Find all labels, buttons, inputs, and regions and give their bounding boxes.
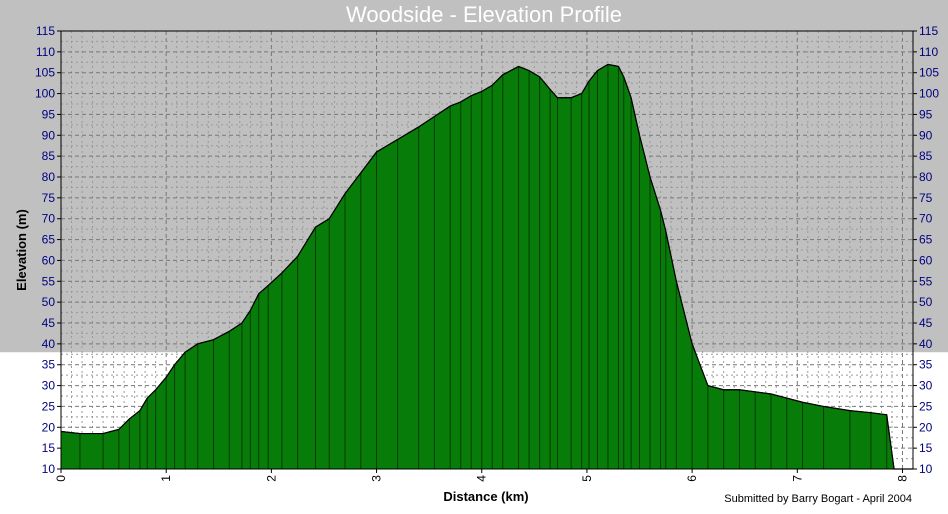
y-tick-label-right: 15 [919,441,933,455]
y-tick-label-right: 80 [919,170,933,184]
y-tick-label-left: 95 [42,107,56,121]
x-tick-label: 2 [264,475,278,482]
x-axis-label: Distance (km) [443,489,528,504]
x-axis-ticks: 0 1 2 3 4 5 6 7 8 [54,469,909,482]
y-tick-label-left: 90 [42,128,56,142]
y-tick-label-right: 50 [919,295,933,309]
y-tick-label-right: 25 [919,399,933,413]
elevation-profile-line [60,63,913,470]
y-tick-label-right: 30 [919,379,933,393]
y-tick-label-left: 105 [35,66,55,80]
plot-border [60,30,914,470]
x-tick-label: 7 [790,475,804,482]
y-tick-label-left: 70 [42,212,56,226]
y-tick-label-left: 35 [42,358,56,372]
y-tick-label-left: 40 [42,337,56,351]
y-tick-label-left: 60 [42,253,56,267]
elevation-area [60,63,913,470]
y-tick-label-left: 20 [42,420,56,434]
y-tick-label-right: 115 [919,24,938,38]
y-tick-label-left: 10 [42,462,56,476]
y-tick-label-right: 90 [919,128,933,142]
y-axis-ticks: 10 10 15 15 20 20 25 25 30 30 35 35 40 40 45 45 50 50 55 55… [35,24,939,476]
plot-frame [60,30,914,470]
x-tick-label: 8 [895,475,909,482]
y-tick-label-right: 10 [919,462,933,476]
x-tick-label: 5 [580,475,594,482]
x-tick-label: 0 [54,475,68,482]
y-tick-label-left: 100 [35,87,55,101]
y-tick-label-right: 55 [919,274,933,288]
y-tick-label-right: 70 [919,212,933,226]
x-tick-label: 3 [370,475,384,482]
y-tick-label-left: 75 [42,191,56,205]
y-tick-label-left: 15 [42,441,56,455]
y-tick-label-left: 115 [36,24,55,38]
y-axis-label: Elevation (m) [14,209,29,291]
chart-title: Woodside - Elevation Profile [346,2,622,27]
y-tick-label-right: 45 [919,316,933,330]
y-tick-label-left: 80 [42,170,56,184]
y-tick-label-left: 55 [42,274,56,288]
y-tick-label-left: 45 [42,316,56,330]
y-tick-label-right: 20 [919,420,933,434]
y-tick-label-right: 85 [919,149,933,163]
y-tick-label-left: 50 [42,295,56,309]
y-tick-label-right: 40 [919,337,933,351]
x-tick-label: 4 [475,475,489,482]
y-tick-label-right: 75 [919,191,933,205]
y-tick-label-right: 65 [919,233,933,247]
x-tick-label: 1 [159,475,173,482]
y-tick-label-left: 30 [42,379,56,393]
y-tick-label-right: 105 [919,66,939,80]
y-tick-label-right: 35 [919,358,933,372]
credit-text: Submitted by Barry Bogart - April 2004 [724,493,912,505]
y-tick-label-left: 110 [36,45,55,59]
y-tick-label-right: 100 [919,87,939,101]
y-tick-label-left: 25 [42,399,56,413]
y-tick-label-right: 110 [919,45,938,59]
x-tick-label: 6 [685,475,699,482]
y-tick-label-left: 65 [42,233,56,247]
y-tick-label-left: 85 [42,149,56,163]
y-tick-label-right: 95 [919,107,933,121]
y-tick-label-right: 60 [919,253,933,267]
